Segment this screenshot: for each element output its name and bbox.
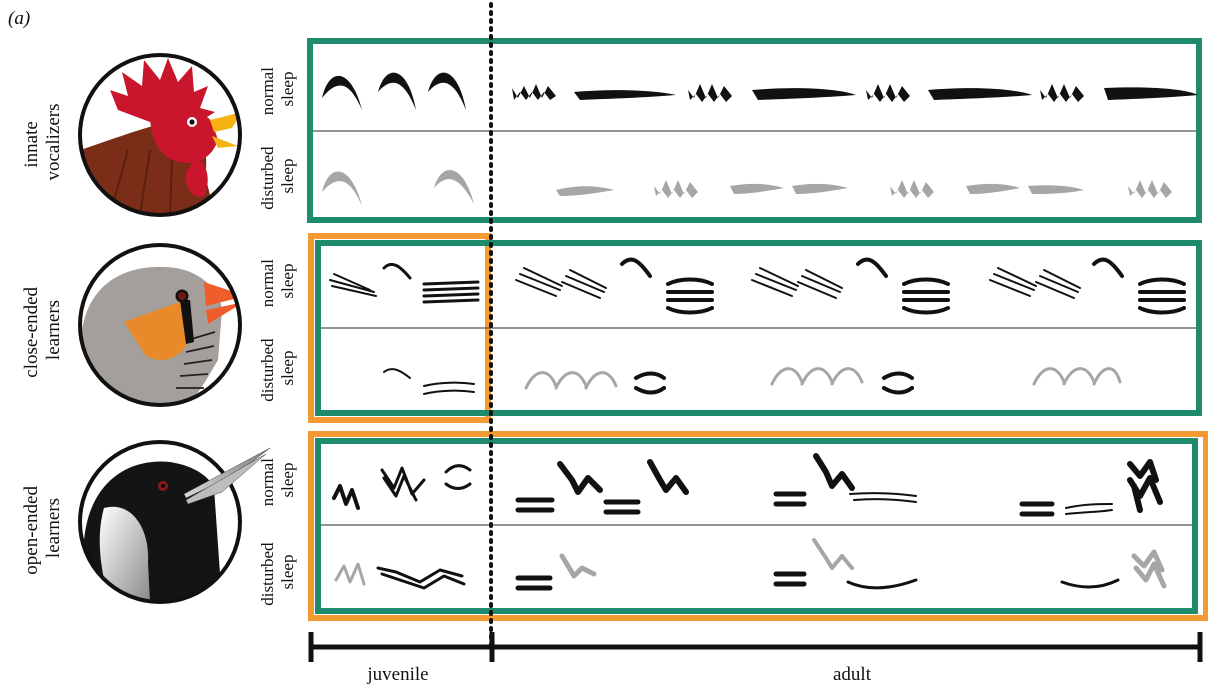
row-label-innate: innate vocalizers (21, 103, 64, 180)
adult-label: adult (833, 664, 872, 685)
open-disturbed-syllables (334, 538, 1167, 591)
normal-label: normal (258, 67, 277, 115)
svg-text:close-ended learners: close-ended learners (21, 282, 64, 377)
row-label-open: open-ended learners (21, 481, 64, 575)
innate-normal-syllables (322, 72, 1198, 110)
open-orange-box (308, 431, 1208, 621)
zebra-finch-icon (78, 243, 242, 407)
svg-text:normal sleep: normal sleep (258, 63, 297, 115)
timeline-axis (308, 632, 1203, 662)
svg-text:normal sleep: normal sleep (258, 255, 297, 307)
open-green-box (315, 438, 1198, 614)
innate-green-box (307, 38, 1202, 223)
rooster-icon (78, 53, 242, 217)
closed-normal-syllables (329, 257, 1186, 315)
svg-text:disturbed sleep: disturbed sleep (258, 538, 297, 606)
sleep-labels: normal sleep disturbed sleep normal slee… (258, 63, 297, 606)
panel-label: (a) (8, 8, 30, 29)
magpie-icon (78, 440, 271, 604)
open-normal-syllables (332, 453, 1163, 517)
row-label-closed: close-ended learners (21, 282, 64, 378)
svg-text:disturbed sleep: disturbed sleep (258, 334, 297, 402)
svg-text:open-ended learners: open-ended learners (21, 481, 64, 574)
closed-disturbed-syllables (383, 367, 1122, 395)
svg-text:innate vocalizers: innate vocalizers (21, 103, 64, 180)
disturbed-label: disturbed (258, 146, 277, 210)
juvenile-label: juvenile (366, 664, 428, 685)
svg-text:normal sleep: normal sleep (258, 454, 297, 506)
innate-disturbed-syllables (322, 169, 1172, 206)
svg-text:disturbed sleep: disturbed sleep (258, 142, 297, 210)
closed-green-box (315, 240, 1202, 416)
